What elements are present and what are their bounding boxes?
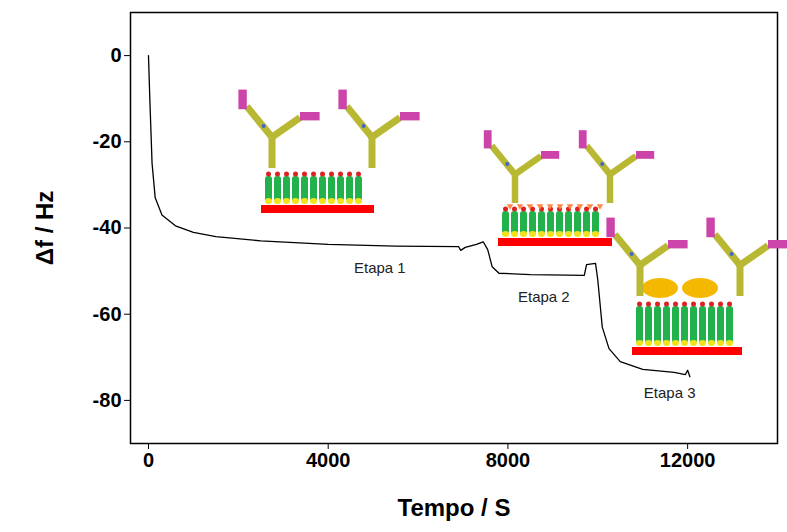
svg-text:Δf / Hz: Δf / Hz [31, 191, 58, 266]
svg-text:4000: 4000 [306, 449, 351, 471]
svg-text:-20: -20 [93, 130, 122, 152]
svg-text:Etapa 2: Etapa 2 [518, 288, 570, 305]
svg-text:0: 0 [110, 44, 121, 66]
svg-text:Etapa 1: Etapa 1 [354, 259, 406, 276]
svg-text:8000: 8000 [486, 449, 530, 471]
svg-text:12000: 12000 [660, 449, 716, 471]
svg-text:Etapa 3: Etapa 3 [644, 384, 696, 401]
svg-text:0: 0 [143, 449, 154, 471]
svg-text:-80: -80 [93, 389, 122, 411]
svg-text:Tempo / S: Tempo / S [398, 494, 511, 521]
svg-text:-60: -60 [93, 303, 122, 325]
svg-text:-40: -40 [93, 216, 122, 238]
